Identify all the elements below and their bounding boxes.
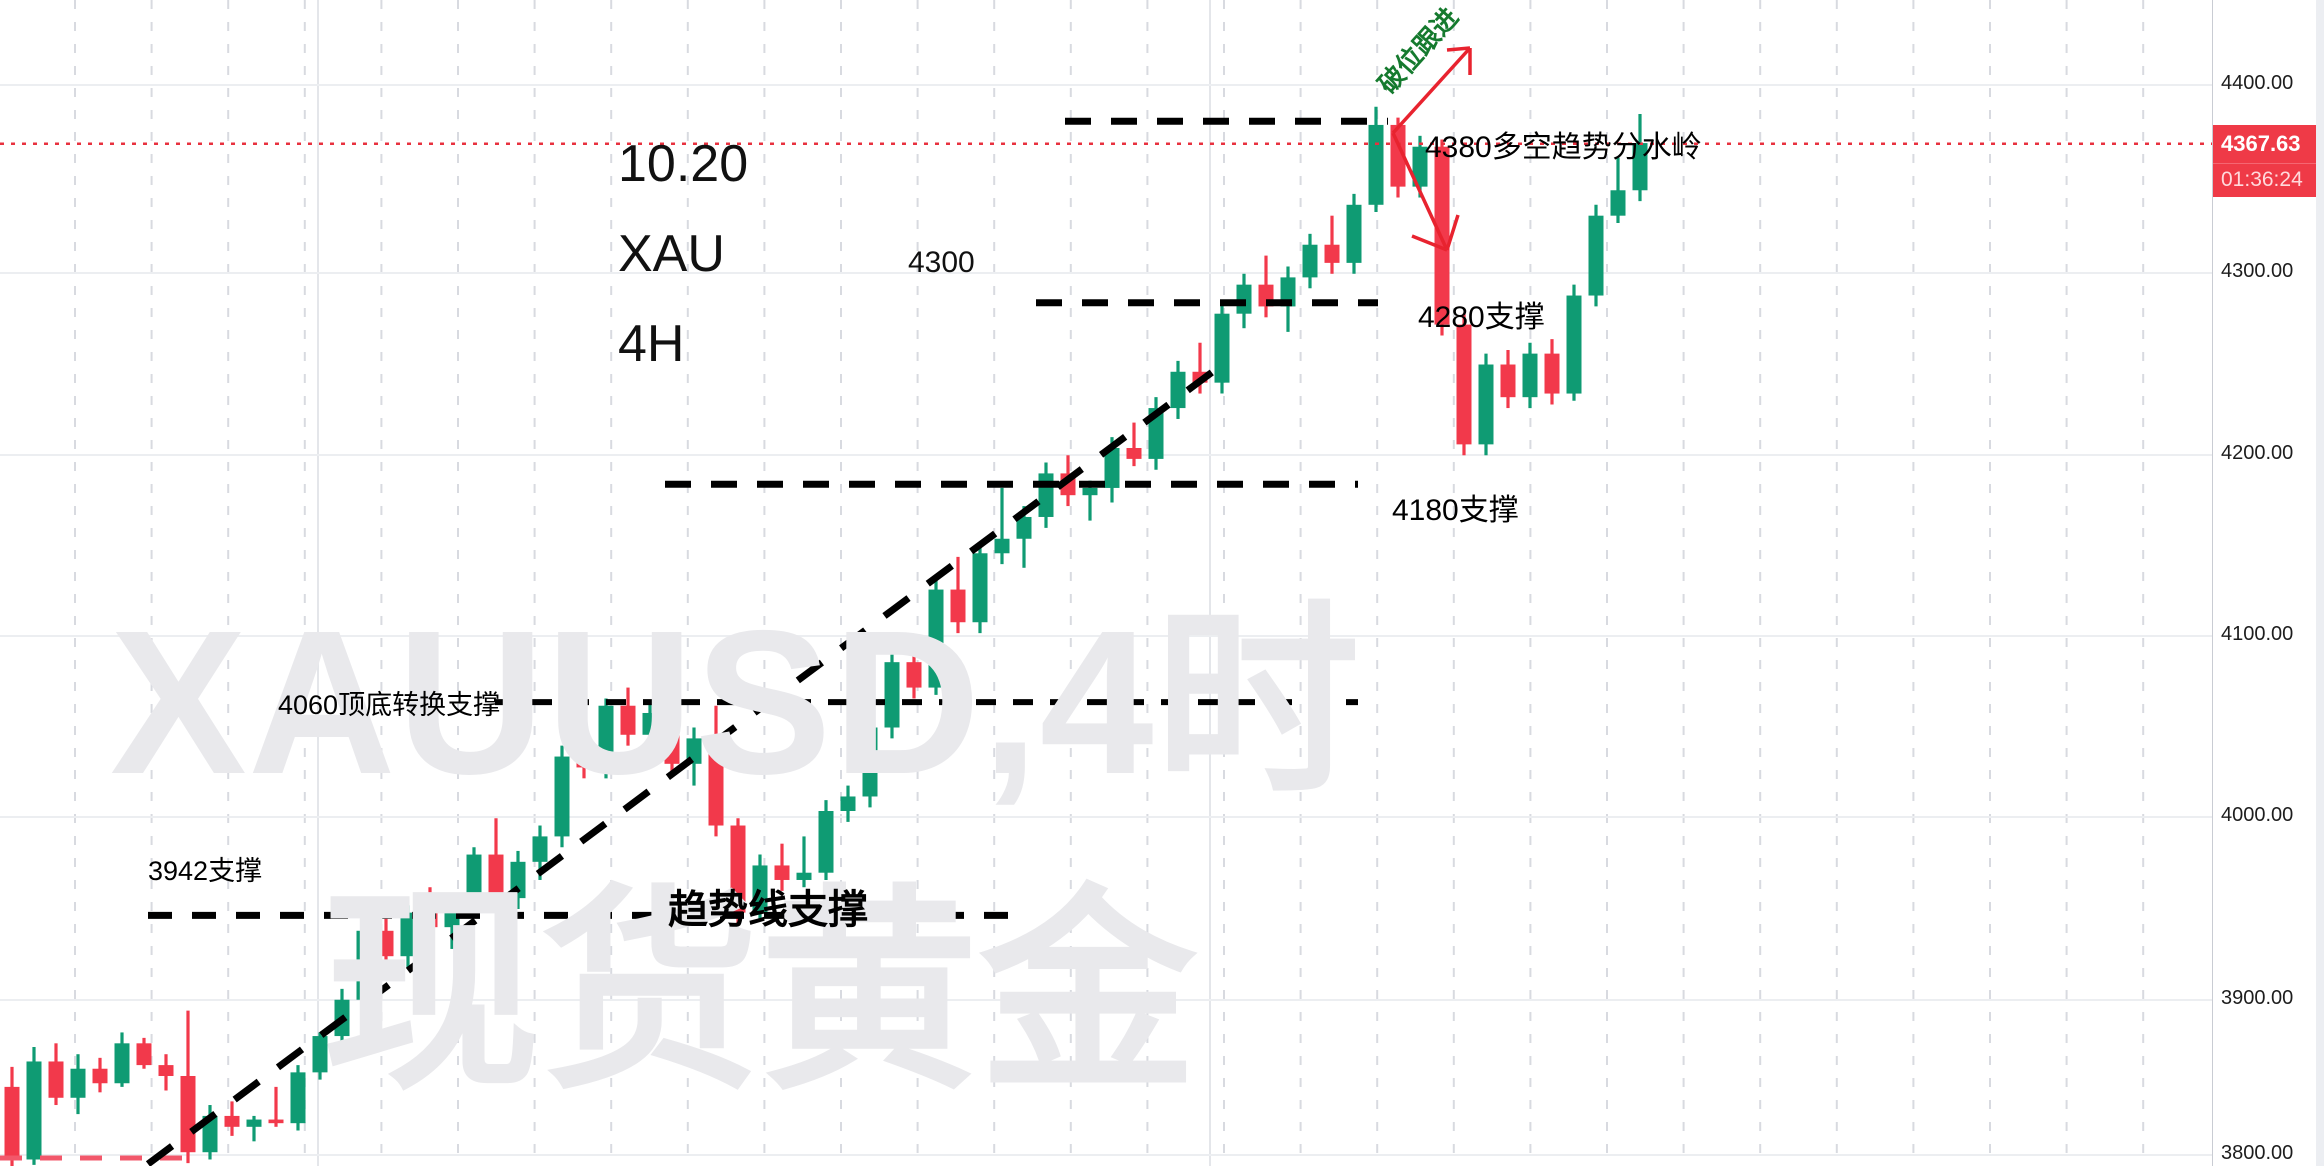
price-tick-3800: 3800.00 [2221,1142,2294,1164]
right-edge-strip [2316,0,2324,1166]
level-4280-label: 4280支撑 [1418,301,1545,334]
price-tick-4200: 4200.00 [2221,442,2294,464]
price-tick-4400: 4400.00 [2221,72,2294,94]
title-symbol: XAU [618,225,725,283]
level-4180-label: 4180支撑 [1392,494,1519,527]
support-resistance-lines [0,117,1388,1161]
trendline-support-label: 趋势线支撑 [668,888,868,932]
title-timeframe: 4H [618,315,685,373]
watermark-product: 现货黄金 [322,872,1198,1115]
level-4380-label: 4380多空趋势分水岭 [1425,131,1702,164]
forecast-arrows [1391,46,1472,252]
bar-countdown-badge: 01:36:24 [2213,162,2324,197]
watermark-symbol: XAUUSD,4时 [110,588,1361,817]
mid-level-4300-label: 4300 [908,246,975,279]
chart-svg [0,0,2212,1166]
title-date: 10.20 [618,135,749,193]
chart-plot-area[interactable]: XAUUSD,4时 现货黄金 10.20 XAU 4H 破位跟进 4380多空趋势… [0,0,2212,1166]
level-4060-label: 4060顶底转换支撑 [278,690,501,720]
price-tick-4100: 4100.00 [2221,623,2294,645]
price-tick-4300: 4300.00 [2221,260,2294,282]
price-tick-3900: 3900.00 [2221,987,2294,1009]
level-3942-label: 3942支撑 [148,856,263,886]
trendline-support-line [145,367,1218,1166]
price-tick-4000: 4000.00 [2221,804,2294,826]
candle-series [4,106,1648,1166]
price-axis[interactable]: 4400.00 4300.00 4200.00 4100.00 4000.00 3900.… [2212,0,2324,1166]
current-price-badge[interactable]: 4367.63 [2213,124,2324,163]
